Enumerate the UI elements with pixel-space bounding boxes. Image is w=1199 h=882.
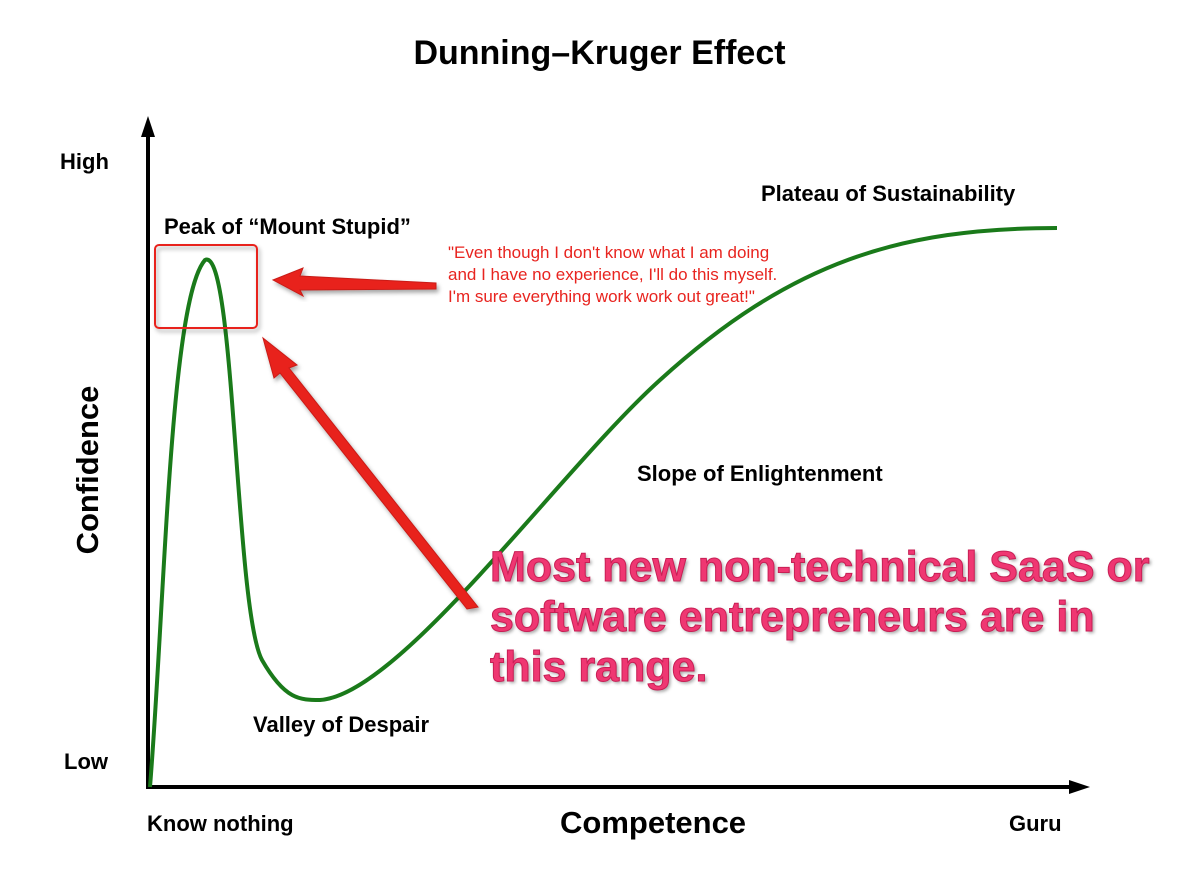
plateau-stage-label: Plateau of Sustainability: [761, 181, 1016, 206]
valley-stage-label: Valley of Despair: [253, 712, 430, 737]
y-axis-min-label: Low: [64, 749, 108, 774]
x-axis-title: Competence: [560, 805, 747, 840]
slope-stage-label: Slope of Enlightenment: [637, 461, 883, 486]
callout-annotation: Most new non-technical SaaS or software …: [490, 543, 1150, 692]
y-axis-arrowhead: [141, 116, 155, 137]
y-axis-title: Confidence: [70, 385, 105, 555]
x-axis-max-label: Guru: [1009, 811, 1062, 836]
peak-stage-label: Peak of “Mount Stupid”: [164, 214, 411, 239]
x-axis-min-label: Know nothing: [147, 811, 294, 836]
peak-highlight-box: [154, 244, 258, 329]
quote-annotation: "Even though I don't know what I am doin…: [448, 243, 778, 306]
y-axis-max-label: High: [60, 149, 109, 174]
x-axis-arrowhead: [1069, 780, 1090, 794]
quote-arrow: [271, 267, 437, 298]
callout-arrow: [262, 336, 479, 610]
diagram-title: Dunning–Kruger Effect: [413, 34, 786, 72]
confidence-curve: [148, 226, 1058, 788]
